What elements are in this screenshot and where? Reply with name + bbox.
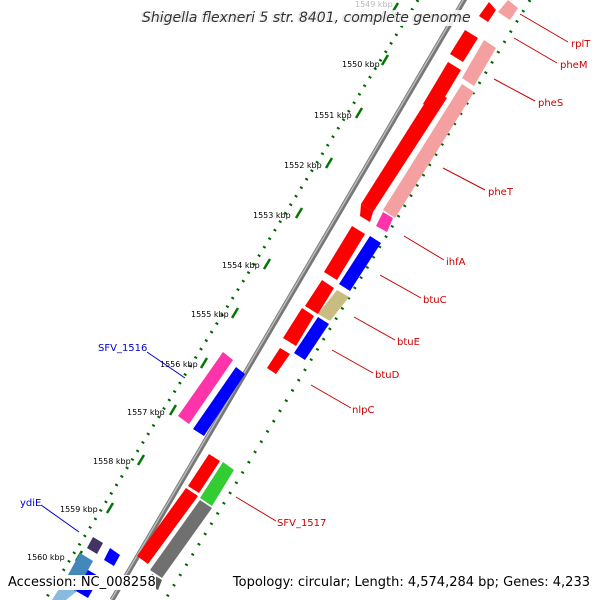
label-btuE[interactable]: btuE <box>397 337 420 348</box>
gene-nlpC-red[interactable] <box>267 348 290 374</box>
tick-label-1551: 1551 kbp <box>314 111 352 120</box>
gene-btuC-blue[interactable] <box>339 236 381 291</box>
gene-ihfA[interactable] <box>376 212 393 232</box>
label-SFV1516[interactable]: SFV_1516 <box>98 343 147 354</box>
tick-label-1556: 1556 kbp <box>160 360 198 369</box>
gene-SFV1517-green[interactable] <box>200 462 234 506</box>
label-ydiE[interactable]: ydiE <box>20 498 41 509</box>
tick-label-1560: 1560 kbp <box>27 553 65 562</box>
tick-mark-1555 <box>230 307 240 319</box>
label-pheS[interactable]: pheS <box>538 98 563 109</box>
gene-pheT-red[interactable] <box>361 90 447 212</box>
tick-mark-1550 <box>380 54 390 66</box>
tick-label-1553: 1553 kbp <box>253 211 291 220</box>
gene-blue-SFV1516[interactable] <box>193 367 245 436</box>
gene-ihfA-arrow[interactable] <box>360 204 373 222</box>
accession-text: Accession: NC_008258 <box>8 575 156 590</box>
connector-rplT <box>519 13 569 43</box>
gene-labels-blue: SFV_1516 ydiE <box>20 343 147 509</box>
tick-marks <box>74 2 400 562</box>
gene-gray-lower[interactable] <box>150 500 212 578</box>
tick-mark-1556 <box>199 357 209 369</box>
connector-pheM <box>513 37 558 64</box>
tick-mark-1551 <box>354 107 364 119</box>
label-connectors <box>235 13 569 522</box>
tick-label-1557: 1557 kbp <box>127 408 165 417</box>
backbone-ring-highlight <box>110 0 465 600</box>
connector-btuC <box>379 274 422 299</box>
tick-label-1554: 1554 kbp <box>222 261 260 270</box>
connector-SFV1517 <box>235 496 277 522</box>
gene-pink-SFV1516[interactable] <box>178 352 233 424</box>
gene-labels: rplT pheM pheS pheT ihfA btuC btuE btuD … <box>277 39 591 529</box>
topology-text: Topology: circular; Length: 4,574,284 bp… <box>232 575 590 590</box>
connector-ydiE <box>40 504 80 533</box>
label-btuC[interactable]: btuC <box>423 295 447 306</box>
inner-tick-ring <box>163 0 532 600</box>
gene-arrow-top[interactable] <box>479 2 496 22</box>
label-ihfA[interactable]: ihfA <box>446 257 466 268</box>
tick-label-1559: 1559 kbp <box>60 505 98 514</box>
gene-pheM-pink[interactable] <box>462 40 496 86</box>
gene-rplT[interactable] <box>498 0 518 20</box>
gene-btuE-khaki[interactable] <box>318 290 349 321</box>
label-btuD[interactable]: btuD <box>375 370 400 381</box>
gene-blue-ydiE[interactable] <box>104 548 120 566</box>
backbone-ring <box>109 0 468 600</box>
label-connectors-blue <box>40 351 186 533</box>
tick-labels: 1549 kbp 1550 kbp 1551 kbp 1552 kbp 1553… <box>27 0 393 562</box>
gene-red-lower-1[interactable] <box>188 454 220 493</box>
connector-pheS <box>493 78 536 102</box>
connector-nlpC <box>310 384 352 409</box>
label-pheT[interactable]: pheT <box>488 187 514 198</box>
gene-pheS-pink[interactable] <box>383 84 474 218</box>
connector-pheT <box>442 167 486 191</box>
tick-mark-1554 <box>262 258 272 270</box>
gene-lightblue-bottom[interactable] <box>52 584 76 600</box>
tick-mark-1559 <box>105 502 115 514</box>
gene-red-lower-2[interactable] <box>137 488 198 564</box>
forward-strand-genes <box>52 2 496 600</box>
outer-tick-ring <box>43 0 420 600</box>
gene-btuD-blue[interactable] <box>294 317 329 360</box>
gene-btuD-red[interactable] <box>283 308 314 346</box>
tick-label-1558: 1558 kbp <box>93 457 131 466</box>
tick-label-1555: 1555 kbp <box>191 310 229 319</box>
connector-btuD <box>331 349 374 374</box>
label-pheM[interactable]: pheM <box>560 60 587 71</box>
label-nlpC[interactable]: nlpC <box>352 405 374 416</box>
connector-SFV1516 <box>146 351 186 379</box>
connector-btuE <box>353 316 396 341</box>
gene-pheM-red[interactable] <box>450 30 478 62</box>
tick-mark-1552 <box>324 157 334 169</box>
tick-label-1549: 1549 kbp <box>355 0 393 9</box>
tick-mark-1558 <box>136 454 146 466</box>
label-SFV1517[interactable]: SFV_1517 <box>277 518 326 529</box>
tick-mark-1557 <box>168 404 178 416</box>
tick-label-1550: 1550 kbp <box>342 60 380 69</box>
gene-btuC-red[interactable] <box>324 226 365 280</box>
reverse-strand-genes <box>76 0 518 598</box>
tick-mark-1553 <box>294 207 304 219</box>
gene-btuE-red[interactable] <box>305 280 334 314</box>
label-rplT[interactable]: rplT <box>571 39 591 50</box>
map-title-overlay: Shigella flexneri 5 str. 8401, complete … <box>140 10 473 26</box>
connector-ihfA <box>403 235 445 261</box>
tick-label-1552: 1552 kbp <box>284 161 322 170</box>
gene-dark-purple-ydiE[interactable] <box>87 537 103 554</box>
